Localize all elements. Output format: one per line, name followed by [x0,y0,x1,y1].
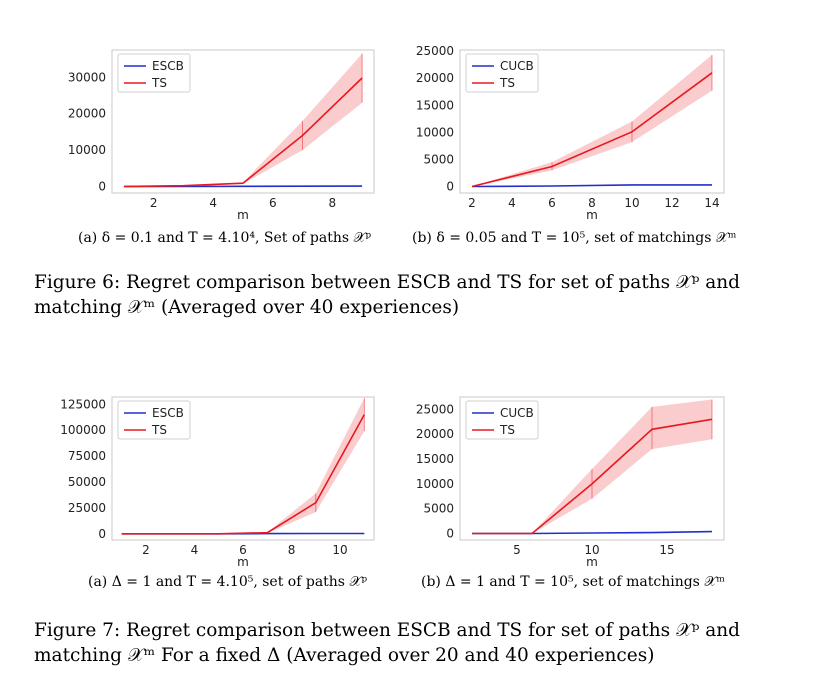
fig7a-xtick-label: 8 [288,543,296,557]
figure-7-caption: Figure 7: Regret comparison between ESCB… [34,620,741,666]
fig7a-legend-label-0: ESCB [152,406,184,420]
fig7b-xtick-label: 15 [659,543,674,557]
fig6b-band-1 [472,54,712,187]
fig6a-xlabel: m [237,208,249,222]
fig6b-ytick-label: 5000 [423,152,454,166]
figure-6-caption: Figure 6: Regret comparison between ESCB… [34,272,741,318]
fig6b-xtick-label: 4 [508,196,516,210]
fig7a-xtick-label: 4 [191,543,199,557]
fig6b-ytick-label: 10000 [416,125,454,139]
fig6a-xtick-label: 6 [269,196,277,210]
fig7b-legend-label-0: CUCB [500,406,534,420]
fig6b-ytick-label: 15000 [416,98,454,112]
fig6a-xtick-label: 2 [150,196,158,210]
caption-fig7a: (a) Δ = 1 and T = 4.10⁵, set of paths 𝒳ᵖ [88,574,368,590]
fig6a-xtick-label: 4 [209,196,217,210]
fig6b-series-line-0 [471,184,712,188]
fig7b-ytick-label: 10000 [416,477,454,491]
fig7a-xtick-label: 10 [332,543,347,557]
fig7a-series-line-1 [121,414,366,535]
fig6a-ytick-label: 10000 [68,143,106,157]
fig6b-ytick-label: 0 [446,180,454,194]
fig6b-legend-label-1: TS [499,76,515,90]
fig6a-ytick-label: 20000 [68,107,106,121]
fig7b-ytick-label: 20000 [416,427,454,441]
fig6b-ytick-label: 25000 [416,44,454,58]
fig7b-series-line-1 [472,418,713,535]
fig7a-ytick-label: 125000 [60,397,106,411]
fig6b-xtick-label: 12 [664,196,679,210]
fig6b-xtick-label: 2 [468,196,476,210]
fig7b-xlabel: m [586,555,598,569]
fig7a-ytick-label: 75000 [68,449,106,463]
fig6b-series-line-1 [471,72,713,188]
fig6b-xtick-label: 6 [548,196,556,210]
fig6b-ytick-label: 20000 [416,71,454,85]
fig7a-ytick-label: 100000 [60,423,106,437]
fig7b-xtick-label: 10 [584,543,599,557]
caption-fig7b: (b) Δ = 1 and T = 10⁵, set of matchings … [421,574,725,590]
fig7b-ytick-label: 25000 [416,402,454,416]
fig6b-xlabel: m [586,208,598,222]
fig7b-xtick-label: 5 [513,543,521,557]
fig6b-xtick-label: 10 [624,196,639,210]
fig7b-ytick-label: 15000 [416,452,454,466]
fig6a-ytick-label: 0 [98,179,106,193]
caption-fig6b: (b) δ = 0.05 and T = 10⁵, set of matchin… [412,230,737,246]
fig7b-ytick-label: 0 [446,527,454,541]
fig6a-legend-label-1: TS [151,76,167,90]
fig7a-legend-label-1: TS [151,423,167,437]
caption-fig6a: (a) δ = 0.1 and T = 4.10⁴, Set of paths … [78,230,372,246]
fig6a-xtick-label: 8 [328,196,336,210]
fig6b-xtick-label: 8 [588,196,596,210]
fig7b-ytick-label: 5000 [423,502,454,516]
fig6b-legend-label-0: CUCB [500,59,534,73]
fig7a-ytick-label: 0 [98,527,106,541]
fig7a-ytick-label: 50000 [68,475,106,489]
fig7b-legend-label-1: TS [499,423,515,437]
fig6a-series-line-1 [123,77,363,188]
fig6a-legend-label-0: ESCB [152,59,184,73]
fig7a-xlabel: m [237,555,249,569]
fig7a-xtick-label: 6 [239,543,247,557]
fig6a-ytick-label: 30000 [68,70,106,84]
fig6b-xtick-label: 14 [704,196,719,210]
fig6a-band-1 [123,53,363,187]
fig7a-xtick-label: 2 [142,543,150,557]
fig7a-ytick-label: 25000 [68,501,106,515]
